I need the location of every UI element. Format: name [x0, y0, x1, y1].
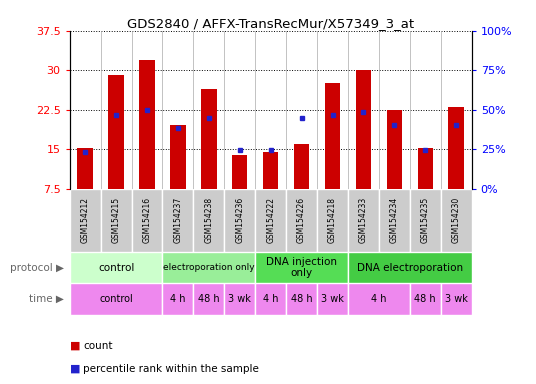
Bar [170, 126, 185, 189]
Text: GSM154238: GSM154238 [204, 197, 213, 243]
Bar [255, 283, 286, 315]
Title: GDS2840 / AFFX-TransRecMur/X57349_3_at: GDS2840 / AFFX-TransRecMur/X57349_3_at [127, 17, 414, 30]
Text: 3 wk: 3 wk [228, 294, 251, 304]
Bar [77, 148, 93, 189]
Bar [441, 189, 472, 252]
Bar [379, 189, 410, 252]
Text: 4 h: 4 h [371, 294, 386, 304]
Text: ■: ■ [70, 341, 80, 351]
Text: 3 wk: 3 wk [321, 294, 344, 304]
Bar [410, 189, 441, 252]
Text: GSM154237: GSM154237 [174, 197, 182, 243]
Bar [294, 144, 309, 189]
Text: control: control [98, 263, 134, 273]
Bar [286, 283, 317, 315]
Bar [325, 83, 340, 189]
Bar [232, 156, 248, 189]
Text: GSM154218: GSM154218 [328, 197, 337, 243]
Text: 4 h: 4 h [263, 294, 278, 304]
Bar [348, 189, 379, 252]
Bar [131, 189, 162, 252]
Bar [70, 283, 162, 315]
Bar [255, 189, 286, 252]
Text: time ▶: time ▶ [29, 294, 64, 304]
Text: control: control [99, 294, 133, 304]
Bar [418, 148, 433, 189]
Text: 48 h: 48 h [291, 294, 312, 304]
Bar [348, 283, 410, 315]
Text: 3 wk: 3 wk [445, 294, 467, 304]
Text: GSM154212: GSM154212 [80, 197, 90, 243]
Bar [162, 252, 255, 283]
Bar [356, 70, 371, 189]
Bar [193, 283, 224, 315]
Text: GSM154234: GSM154234 [390, 197, 399, 243]
Text: 48 h: 48 h [414, 294, 436, 304]
Bar [286, 189, 317, 252]
Text: GSM154222: GSM154222 [266, 197, 275, 243]
Text: DNA electroporation: DNA electroporation [357, 263, 463, 273]
Text: count: count [83, 341, 113, 351]
Text: GSM154236: GSM154236 [235, 197, 244, 243]
Bar [139, 60, 155, 189]
Bar [317, 189, 348, 252]
Bar [70, 189, 101, 252]
Text: DNA injection
only: DNA injection only [266, 257, 337, 278]
Text: percentile rank within the sample: percentile rank within the sample [83, 364, 259, 374]
Bar [162, 189, 193, 252]
Bar [224, 189, 255, 252]
Bar [317, 283, 348, 315]
Bar [449, 107, 464, 189]
Text: GSM154235: GSM154235 [421, 197, 430, 243]
Bar [101, 189, 131, 252]
Text: GSM154226: GSM154226 [297, 197, 306, 243]
Text: GSM154230: GSM154230 [452, 197, 461, 243]
Bar [162, 283, 193, 315]
Bar [224, 283, 255, 315]
Text: ■: ■ [70, 364, 80, 374]
Bar [70, 252, 162, 283]
Text: GSM154215: GSM154215 [111, 197, 121, 243]
Text: 4 h: 4 h [170, 294, 185, 304]
Bar [386, 110, 402, 189]
Bar [193, 189, 224, 252]
Bar [441, 283, 472, 315]
Text: electroporation only: electroporation only [163, 263, 255, 272]
Bar [201, 89, 217, 189]
Bar [255, 252, 348, 283]
Text: protocol ▶: protocol ▶ [10, 263, 64, 273]
Bar [348, 252, 472, 283]
Bar [410, 283, 441, 315]
Text: 48 h: 48 h [198, 294, 220, 304]
Bar [108, 75, 124, 189]
Text: GSM154233: GSM154233 [359, 197, 368, 243]
Bar [263, 152, 278, 189]
Text: GSM154216: GSM154216 [143, 197, 152, 243]
